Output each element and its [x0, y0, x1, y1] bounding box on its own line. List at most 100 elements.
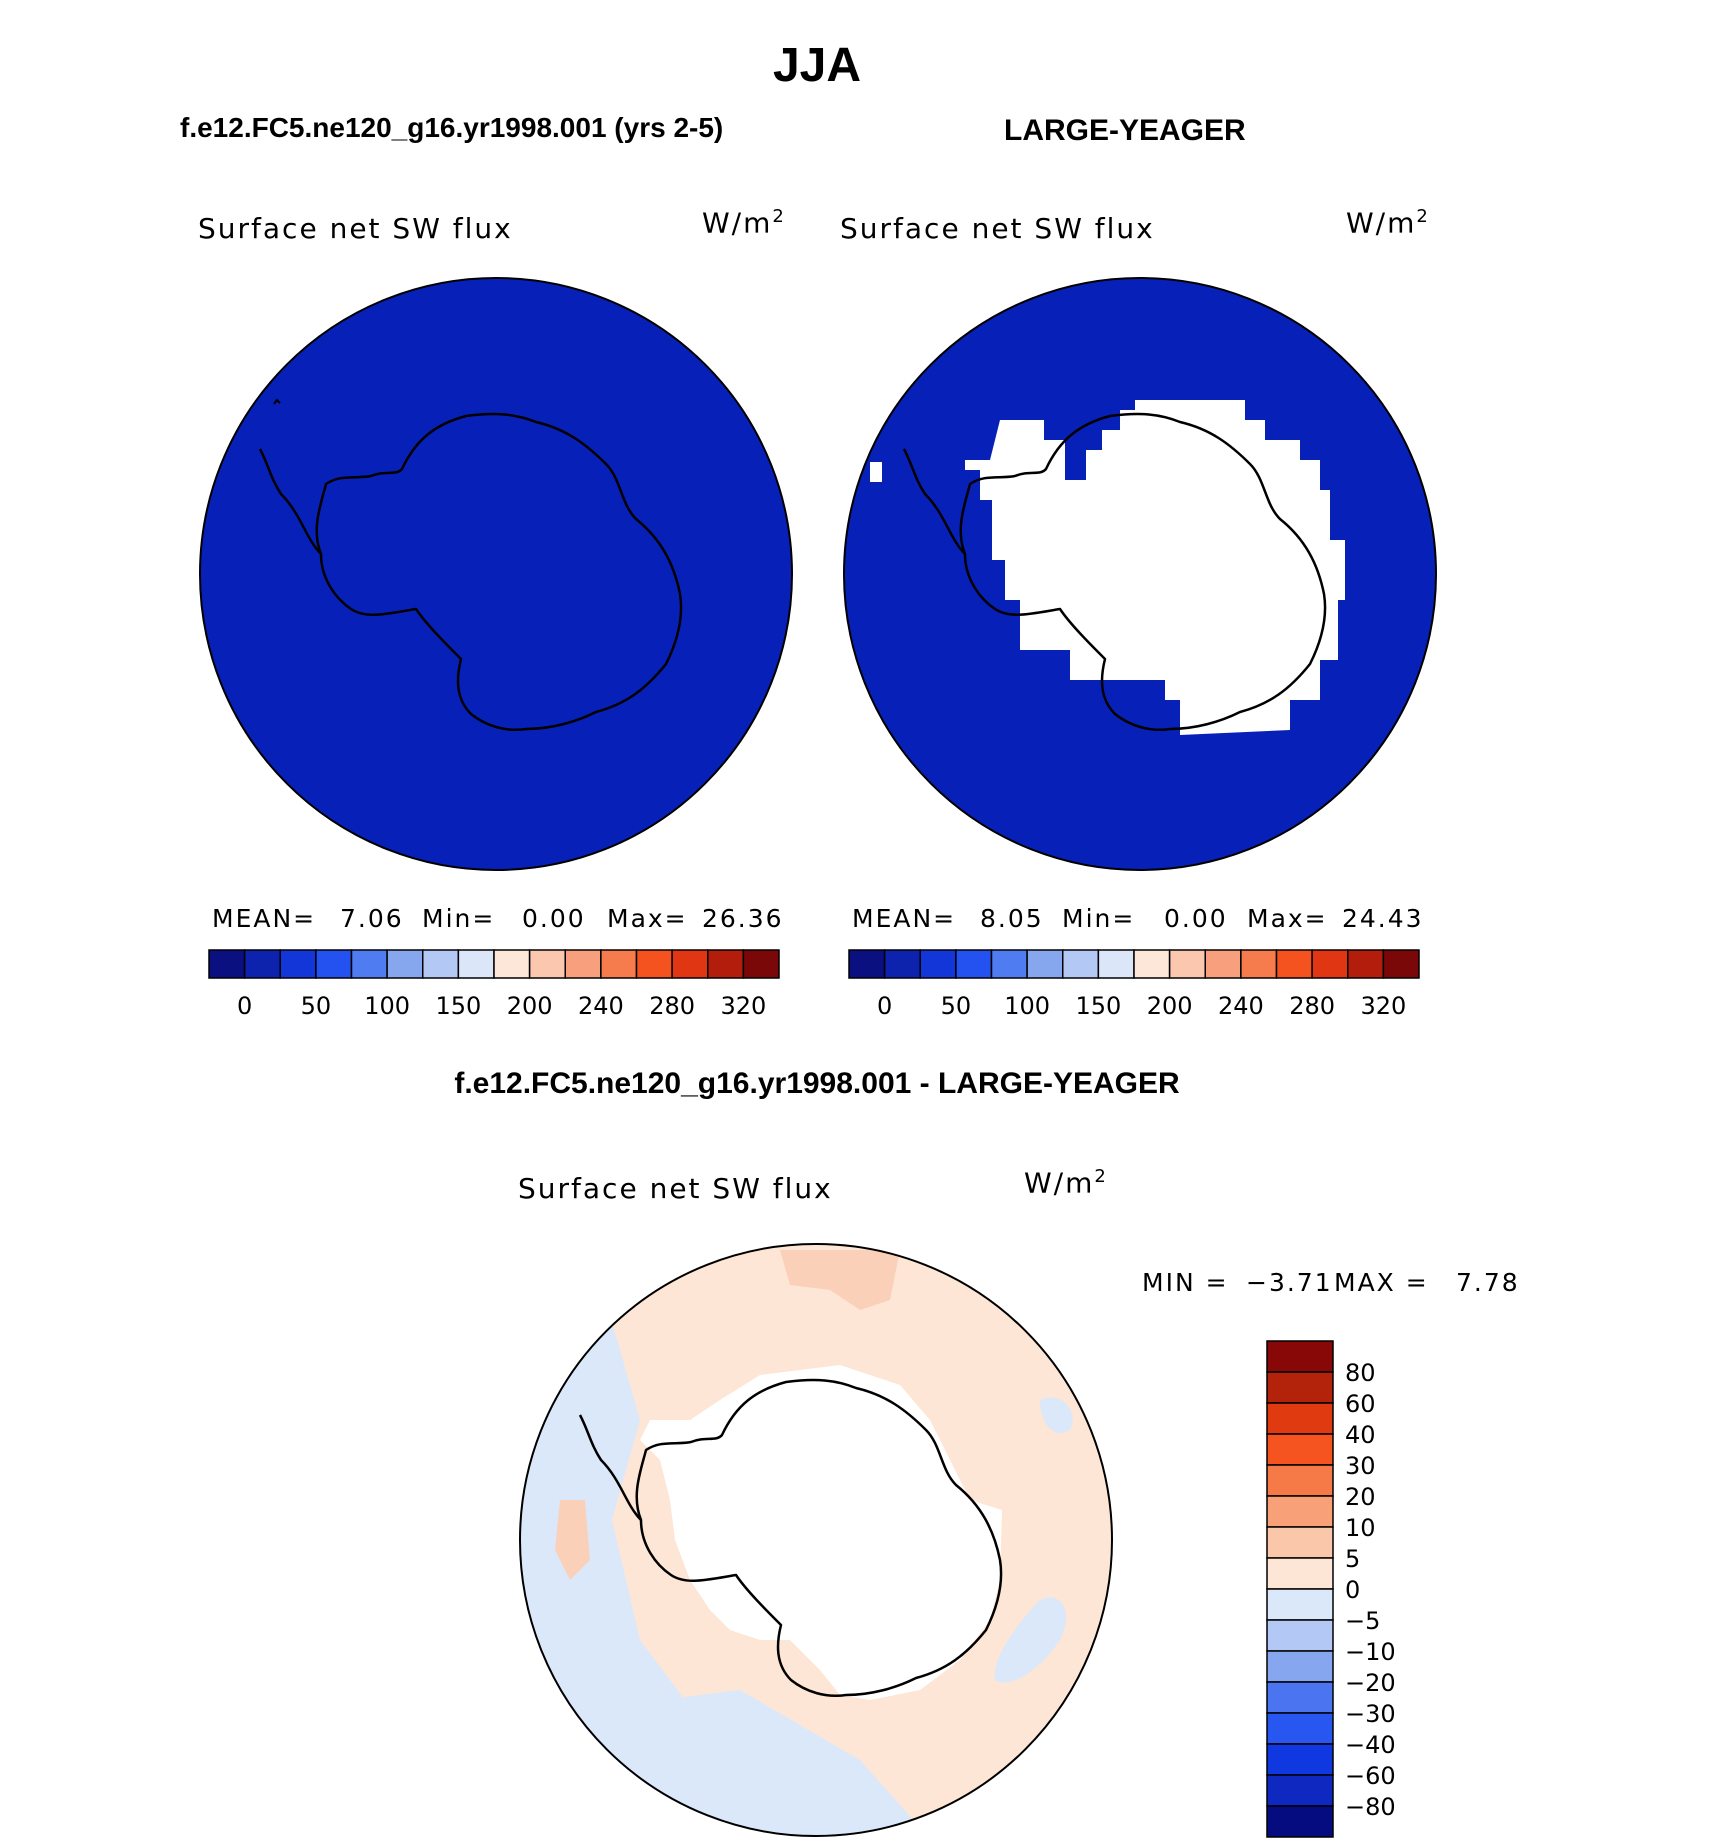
obs-coastline [959, 412, 1327, 731]
diff-colorbar-tick-label: 30 [1345, 1452, 1376, 1480]
model-min-value: 0.00 [522, 904, 586, 933]
model-colorbar-tick-label: 320 [720, 992, 766, 1020]
diff-stats: MIN = −3.71 MAX = 7.78 [1142, 1268, 1562, 1302]
obs-colorbar-tick-label: 0 [877, 992, 892, 1020]
model-colorbar-tick-label: 280 [649, 992, 695, 1020]
diff-map [519, 1243, 1113, 1837]
obs-stats: MEAN= 8.05 Min= 0.00 Max= 24.43 [852, 904, 1432, 938]
diff-map-border [519, 1243, 1113, 1837]
obs-colorbar-box [1382, 949, 1420, 979]
model-colorbar-box [493, 949, 531, 979]
obs-units-label: W/m2 [1346, 206, 1430, 240]
obs-colorbar-tick-label: 200 [1147, 992, 1193, 1020]
diff-colorbar-tick-label: −80 [1345, 1793, 1396, 1821]
model-colorbar-box [528, 949, 566, 979]
obs-colorbar-box [1168, 949, 1206, 979]
model-map [199, 277, 793, 871]
diff-colorbar-tick-label: 0 [1345, 1576, 1360, 1604]
model-units-label: W/m2 [702, 206, 786, 240]
obs-colorbar-box [1133, 949, 1171, 979]
obs-ice-edge-patch [870, 462, 882, 482]
obs-colorbar-box [990, 949, 1028, 979]
model-colorbar-tick-label: 200 [507, 992, 553, 1020]
diff-colorbar: 80 60 40 30 20 10 5 0 −5 −10 −20 −30 −40 −60 −80 [1266, 1340, 1396, 1838]
model-colorbar-box [671, 949, 709, 979]
model-coastline [315, 412, 683, 731]
diff-min-value: −3.71 [1246, 1268, 1333, 1297]
obs-min-label: Min= [1062, 904, 1136, 933]
obs-colorbar-box [1240, 949, 1278, 979]
obs-mean-value: 8.05 [980, 904, 1044, 933]
diff-coastline [635, 1378, 1003, 1697]
diff-units-label: W/m2 [1024, 1166, 1108, 1200]
diff-max-label: MAX = [1334, 1268, 1429, 1297]
obs-colorbar-box [919, 949, 957, 979]
model-mean-value: 7.06 [340, 904, 404, 933]
model-colorbar-box [208, 949, 246, 979]
figure-title: JJA [772, 39, 862, 92]
diff-colorbar-box [1266, 1774, 1334, 1807]
diff-colorbar-box [1266, 1464, 1334, 1497]
obs-colorbar-tick-label: 50 [941, 992, 972, 1020]
model-colorbar-box [422, 949, 460, 979]
obs-colorbar-box [848, 949, 886, 979]
diff-colorbar-tick-label: −5 [1345, 1607, 1380, 1635]
diff-colorbar-box [1266, 1433, 1334, 1466]
obs-colorbar-box [1026, 949, 1064, 979]
model-colorbar-box [279, 949, 317, 979]
obs-map [843, 277, 1437, 871]
model-colorbar-tick-label: 50 [301, 992, 332, 1020]
obs-colorbar-tick-label: 320 [1360, 992, 1406, 1020]
diff-peninsula [578, 1414, 642, 1521]
model-colorbar-tick-label: 100 [364, 992, 410, 1020]
model-mean-label: MEAN= [212, 904, 317, 933]
diff-colorbar-tick-label: −20 [1345, 1669, 1396, 1697]
diff-ice-blank [640, 1365, 1002, 1700]
model-max-label: Max= [607, 904, 688, 933]
diff-colorbar-box [1266, 1681, 1334, 1714]
model-colorbar-box [742, 949, 780, 979]
model-variable-label: Surface net SW flux [198, 212, 513, 245]
obs-colorbar-box [1097, 949, 1135, 979]
model-colorbar-box [243, 949, 281, 979]
obs-colorbar-box [955, 949, 993, 979]
diff-colorbar-box [1266, 1340, 1334, 1373]
model-island [273, 398, 281, 405]
model-min-label: Min= [422, 904, 496, 933]
model-colorbar-tick-label: 240 [578, 992, 624, 1020]
diff-colorbar-tick-label: 40 [1345, 1421, 1376, 1449]
model-max-value: 26.36 [702, 904, 784, 933]
obs-colorbar-box [1062, 949, 1100, 979]
model-colorbar-box [635, 949, 673, 979]
obs-colorbar-box [1311, 949, 1349, 979]
diff-colorbar-box [1266, 1743, 1334, 1776]
diff-negative-east [994, 1597, 1067, 1683]
obs-colorbar-box [1347, 949, 1385, 979]
diff-colorbar-tick-label: 60 [1345, 1390, 1376, 1418]
diff-variable-label: Surface net SW flux [518, 1172, 833, 1205]
diff-colorbar-tick-label: 20 [1345, 1483, 1376, 1511]
diff-positive-west [555, 1500, 590, 1580]
obs-min-value: 0.00 [1164, 904, 1228, 933]
diff-colorbar-box [1266, 1371, 1334, 1404]
obs-colorbar-box [883, 949, 921, 979]
model-colorbar-box [707, 949, 745, 979]
diff-colorbar-box [1266, 1588, 1334, 1621]
obs-colorbar-box [1204, 949, 1242, 979]
model-colorbar-box [350, 949, 388, 979]
obs-ice-mask [965, 400, 1345, 735]
model-peninsula [258, 448, 322, 555]
model-colorbar-box [600, 949, 638, 979]
obs-mean-label: MEAN= [852, 904, 957, 933]
diff-positive-north [780, 1250, 900, 1310]
obs-variable-label: Surface net SW flux [840, 212, 1155, 245]
diff-max-value: 7.78 [1456, 1268, 1520, 1297]
model-colorbar: 0 50 100 150 200 240 280 320 [208, 949, 780, 1020]
diff-colorbar-tick-label: 10 [1345, 1514, 1376, 1542]
model-colorbar-box [315, 949, 353, 979]
diff-panel-heading: f.e12.FC5.ne120_g16.yr1998.001 - LARGE-Y… [454, 1067, 1180, 1100]
obs-panel-heading: LARGE-YEAGER [1004, 114, 1246, 147]
model-colorbar-tick-label: 150 [435, 992, 481, 1020]
diff-negative-northeast [1040, 1397, 1073, 1434]
